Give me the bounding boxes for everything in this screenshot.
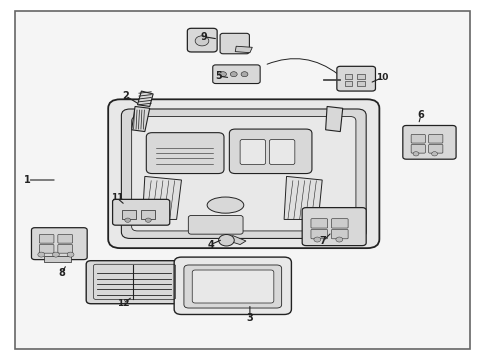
FancyBboxPatch shape [39,244,54,253]
Text: 11: 11 [111,193,123,202]
FancyBboxPatch shape [229,129,312,174]
Circle shape [219,234,234,246]
FancyBboxPatch shape [270,139,295,165]
FancyBboxPatch shape [302,208,366,246]
Circle shape [230,72,237,77]
FancyBboxPatch shape [108,99,379,248]
Circle shape [125,218,131,222]
FancyBboxPatch shape [344,81,352,86]
FancyBboxPatch shape [240,139,266,165]
FancyBboxPatch shape [187,28,217,52]
FancyBboxPatch shape [39,234,54,243]
FancyBboxPatch shape [15,12,470,348]
Circle shape [241,72,248,77]
Text: 2: 2 [122,91,129,101]
FancyBboxPatch shape [142,210,155,219]
FancyBboxPatch shape [184,265,282,308]
FancyBboxPatch shape [147,133,224,174]
FancyBboxPatch shape [429,144,443,153]
Polygon shape [143,176,181,220]
Text: 6: 6 [417,111,424,121]
Polygon shape [326,107,343,132]
Circle shape [67,252,74,257]
Circle shape [432,152,438,156]
FancyBboxPatch shape [411,134,425,143]
Circle shape [52,252,59,257]
Circle shape [314,237,321,242]
Polygon shape [235,46,252,53]
FancyBboxPatch shape [113,199,170,225]
Polygon shape [138,91,153,107]
Circle shape [38,252,45,257]
FancyBboxPatch shape [188,216,243,234]
Text: 4: 4 [207,239,214,249]
Circle shape [413,152,419,156]
Polygon shape [132,107,150,132]
FancyBboxPatch shape [86,261,181,304]
Text: 12: 12 [117,299,129,308]
FancyBboxPatch shape [337,66,375,91]
Circle shape [220,72,226,77]
Circle shape [195,36,209,46]
Ellipse shape [207,197,244,213]
Circle shape [336,237,343,242]
FancyBboxPatch shape [122,109,366,238]
Circle shape [146,218,151,222]
FancyBboxPatch shape [344,74,352,78]
FancyBboxPatch shape [31,228,87,260]
FancyBboxPatch shape [403,126,456,159]
FancyBboxPatch shape [192,270,274,303]
Polygon shape [226,235,246,244]
Text: 9: 9 [200,32,207,41]
FancyBboxPatch shape [122,210,136,219]
Text: 7: 7 [320,236,326,246]
Text: 3: 3 [246,313,253,323]
Text: 8: 8 [58,268,65,278]
FancyBboxPatch shape [44,256,71,262]
FancyBboxPatch shape [357,81,365,86]
Polygon shape [323,78,340,80]
Text: 5: 5 [215,71,221,81]
FancyBboxPatch shape [213,65,260,84]
FancyBboxPatch shape [331,229,348,239]
Text: 1: 1 [24,175,31,185]
FancyBboxPatch shape [331,219,348,228]
FancyBboxPatch shape [411,144,425,153]
FancyBboxPatch shape [58,244,73,253]
FancyBboxPatch shape [311,229,328,239]
Text: 10: 10 [376,73,388,82]
FancyBboxPatch shape [357,74,365,78]
FancyBboxPatch shape [58,234,73,243]
FancyBboxPatch shape [220,33,249,54]
FancyBboxPatch shape [174,257,292,315]
FancyBboxPatch shape [132,117,356,231]
FancyBboxPatch shape [429,134,443,143]
Polygon shape [284,176,322,220]
FancyBboxPatch shape [311,219,328,228]
